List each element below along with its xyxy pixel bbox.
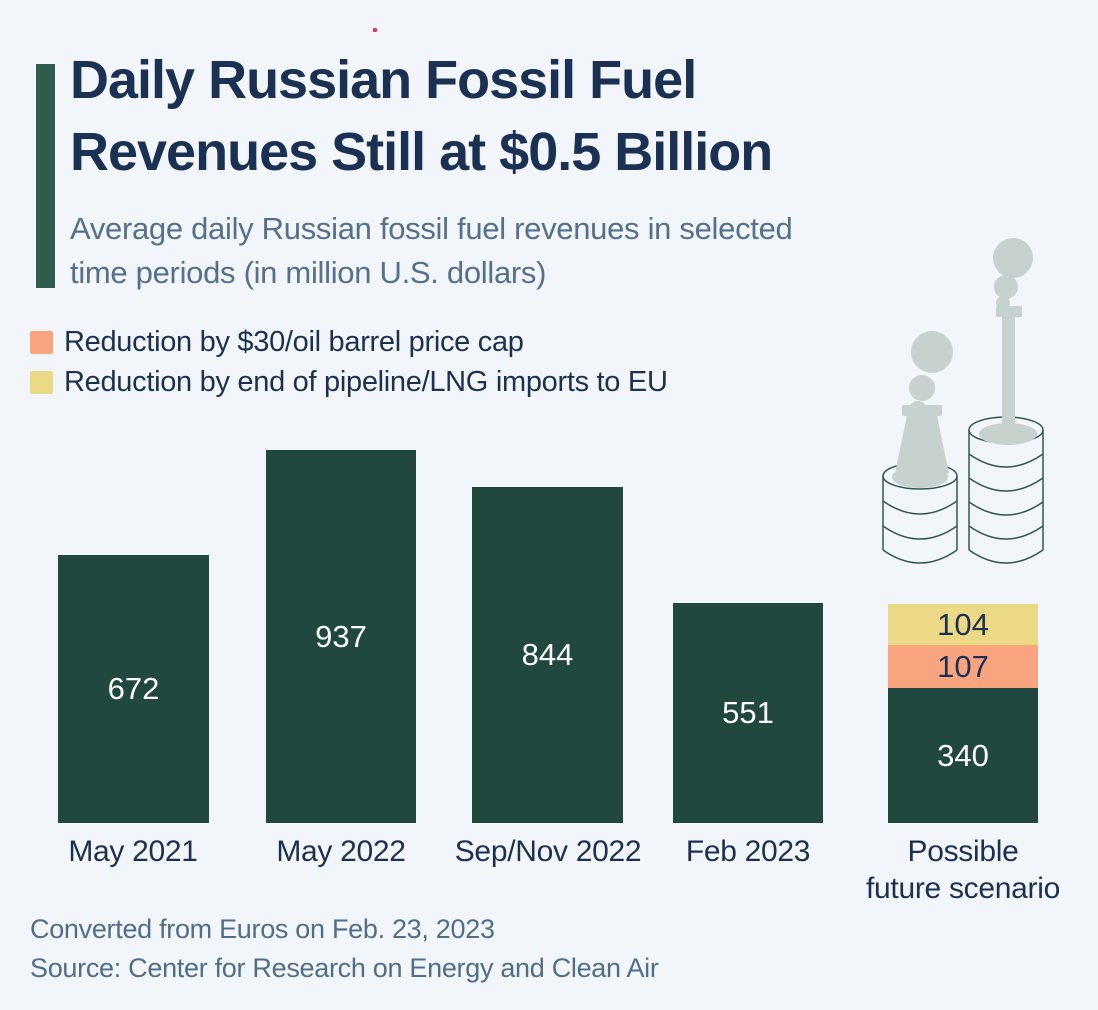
cooling-tower <box>895 414 949 480</box>
subtitle-line-2: time periods (in million U.S. dollars) <box>70 255 547 290</box>
footer-note: Converted from Euros on Feb. 23, 2023 <box>30 914 495 944</box>
tower-rim <box>902 405 942 416</box>
bar-segment: 937 <box>266 450 416 823</box>
legend-swatch-yellow <box>30 370 53 394</box>
axis-label-may-2021: May 2021 <box>68 835 198 868</box>
legend-item-pipeline-lng: Reduction by end of pipeline/LNG imports… <box>30 362 668 402</box>
bar-value-label: 551 <box>722 695 774 730</box>
chimney-shaft <box>1002 315 1015 435</box>
legend: Reduction by $30/oil barrel price cap Re… <box>30 322 668 402</box>
subtitle-line-1: Average daily Russian fossil fuel revenu… <box>70 211 793 246</box>
bar-value-label: 672 <box>107 671 160 706</box>
bar-value-label: 107 <box>937 648 989 684</box>
chimney-flange <box>996 306 1022 317</box>
bar-segment: 340 <box>888 688 1038 823</box>
bar-segment: 104 <box>888 604 1038 645</box>
title-accent-bar <box>36 64 55 288</box>
legend-item-price-cap: Reduction by $30/oil barrel price cap <box>30 322 668 362</box>
footer-source: Source: Center for Research on Energy an… <box>30 953 659 983</box>
bar-segment: 672 <box>58 555 209 823</box>
bar-possible-future-scenario: 340 107 104 <box>888 604 1038 823</box>
bar-value-label: 104 <box>937 606 989 642</box>
bar-may-2022: 937 <box>266 450 416 823</box>
axis-label-may-2022: May 2022 <box>276 835 406 868</box>
legend-label-pipeline-lng: Reduction by end of pipeline/LNG imports… <box>64 365 668 398</box>
bar-segment: 551 <box>673 603 823 823</box>
legend-label-price-cap: Reduction by $30/oil barrel price cap <box>64 325 524 358</box>
title-line-1: Daily Russian Fossil Fuel <box>70 50 697 110</box>
bar-sep-nov-2022: 844 <box>472 487 623 823</box>
bar-value-label: 340 <box>937 737 989 773</box>
red-dot <box>373 28 377 32</box>
title-line-2: Revenues Still at $0.5 Billion <box>70 122 773 182</box>
coin-stack-left <box>882 462 958 564</box>
smokestacks-coins-illustration <box>882 238 1044 564</box>
bar-segment: 107 <box>888 645 1038 688</box>
axis-label-sep-nov-2022: Sep/Nov 2022 <box>454 835 642 868</box>
bar-value-label: 844 <box>521 637 574 672</box>
axis-label-feb-2023: Feb 2023 <box>685 835 811 868</box>
page-title: Daily Russian Fossil Fuel Revenues Still … <box>70 44 773 188</box>
legend-swatch-orange <box>30 330 53 354</box>
bar-value-label: 937 <box>315 618 367 654</box>
axis-label-possible-future-scenario: Possible future scenario <box>866 835 1060 905</box>
chart-subtitle: Average daily Russian fossil fuel revenu… <box>70 207 793 295</box>
bar-segment: 844 <box>472 487 623 823</box>
bar-feb-2023: 551 <box>673 603 823 823</box>
footer: Converted from Euros on Feb. 23, 2023 So… <box>30 910 659 988</box>
bar-may-2021: 672 <box>58 555 209 823</box>
